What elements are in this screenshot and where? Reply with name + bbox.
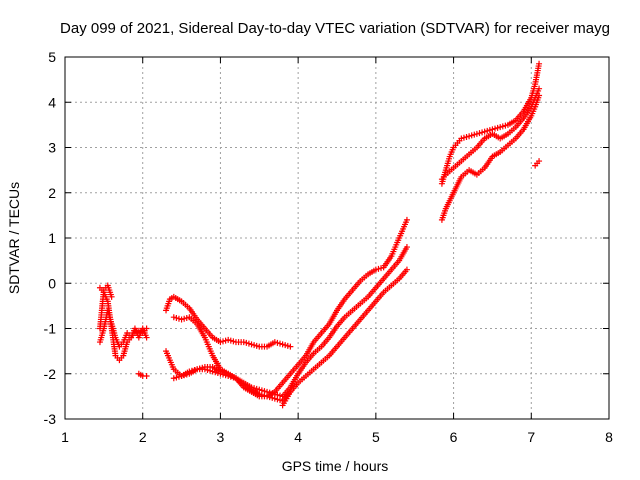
data-point <box>536 158 543 165</box>
y-tick-label: -2 <box>44 366 57 382</box>
data-point <box>143 373 150 380</box>
x-tick-label: 1 <box>61 429 69 445</box>
x-tick-label: 4 <box>294 429 302 445</box>
y-tick-label: 0 <box>48 275 56 291</box>
data-point <box>287 388 294 395</box>
x-tick-label: 7 <box>527 429 535 445</box>
data-point <box>403 216 410 223</box>
y-axis-label: SDTVAR / TECUs <box>6 182 22 294</box>
y-tick-label: 1 <box>48 230 56 246</box>
y-tick-label: -3 <box>44 411 57 427</box>
data-point <box>403 266 410 273</box>
x-tick-label: 6 <box>450 429 458 445</box>
y-tick-label: 2 <box>48 185 56 201</box>
y-tick-label: -1 <box>44 321 57 337</box>
x-axis-label: GPS time / hours <box>282 458 389 474</box>
data-point <box>536 92 543 99</box>
chart-title: Day 099 of 2021, Sidereal Day-to-day VTE… <box>60 20 610 37</box>
x-tick-label: 8 <box>605 429 613 445</box>
y-axis-ticks: -3 -2 -1 0 1 2 3 4 5 <box>44 49 609 427</box>
data-point <box>536 60 543 67</box>
data-point <box>536 85 543 92</box>
x-tick-label: 2 <box>139 429 147 445</box>
y-tick-label: 4 <box>48 94 56 110</box>
x-axis-ticks: 1 2 3 4 5 6 7 8 <box>61 57 613 445</box>
y-tick-label: 3 <box>48 140 56 156</box>
data-points <box>96 60 543 409</box>
data-point <box>143 334 150 341</box>
x-tick-label: 3 <box>217 429 225 445</box>
y-tick-label: 5 <box>48 49 56 65</box>
data-point <box>403 244 410 251</box>
data-point <box>287 343 294 350</box>
x-tick-label: 5 <box>372 429 380 445</box>
data-point <box>108 293 115 300</box>
